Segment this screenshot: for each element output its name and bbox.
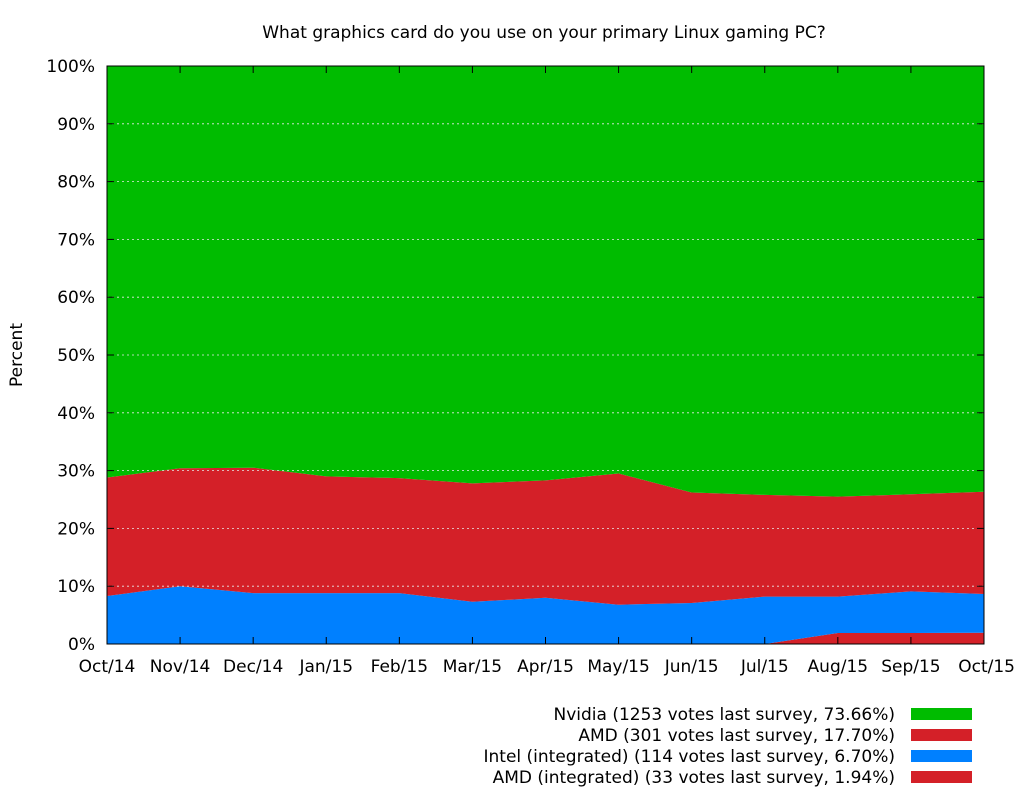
area-series-0 [107, 632, 984, 644]
x-tick-label: Sep/15 [881, 657, 940, 677]
x-tick-label: Dec/14 [223, 657, 283, 677]
x-tick-label: Jan/15 [298, 657, 353, 677]
legend: Nvidia (1253 votes last survey, 73.66%)A… [484, 705, 972, 788]
y-tick-label: 10% [57, 577, 95, 597]
x-tick-label: Aug/15 [808, 657, 869, 677]
chart-title: What graphics card do you use on your pr… [262, 23, 826, 43]
area-series-3 [107, 66, 984, 497]
x-tick-label: Nov/14 [150, 657, 211, 677]
legend-label: AMD (301 votes last survey, 17.70%) [578, 726, 895, 746]
x-tick-label: Feb/15 [371, 657, 428, 677]
area-series-2 [107, 467, 984, 605]
stacked-areas [107, 66, 984, 644]
legend-swatch [911, 708, 972, 720]
y-axis-label: Percent [7, 323, 27, 387]
x-tick-label: Jun/15 [664, 657, 719, 677]
x-tick-label: Jul/15 [740, 657, 789, 677]
y-tick-label: 30% [57, 462, 95, 482]
x-tick-label: Oct/14 [79, 657, 136, 677]
y-tick-label: 90% [57, 115, 95, 135]
legend-swatch [911, 750, 972, 762]
x-tick-label: Oct/15 [958, 657, 1015, 677]
area-series-1 [107, 586, 984, 644]
x-axis: Oct/14 Nov/14 Dec/14 Jan/15 Feb/15 Mar/15 Apr/… [79, 66, 1015, 677]
legend-label: Intel (integrated) (114 votes last surve… [484, 747, 896, 767]
legend-label: AMD (integrated) (33 votes last survey, … [493, 768, 895, 788]
grid-lines [107, 123, 984, 587]
x-tick-label: Apr/15 [517, 657, 574, 677]
x-tick-label: May/15 [587, 657, 650, 677]
y-tick-label: 50% [57, 346, 95, 366]
y-tick-label: 20% [57, 519, 95, 539]
legend-swatch [911, 771, 972, 783]
legend-label: Nvidia (1253 votes last survey, 73.66%) [553, 705, 895, 725]
y-tick-label: 80% [57, 173, 95, 193]
x-tick-label: Mar/15 [443, 657, 502, 677]
y-tick-label: 60% [57, 288, 95, 308]
y-tick-label: 100% [46, 57, 95, 77]
y-tick-label: 70% [57, 230, 95, 250]
legend-swatch [911, 729, 972, 741]
y-tick-label: 40% [57, 404, 95, 424]
y-tick-label: 0% [68, 635, 95, 655]
y-axis: 0% 10% 20% 30% 40% 50% 60% 70% 80% 90% 100% [46, 57, 984, 655]
